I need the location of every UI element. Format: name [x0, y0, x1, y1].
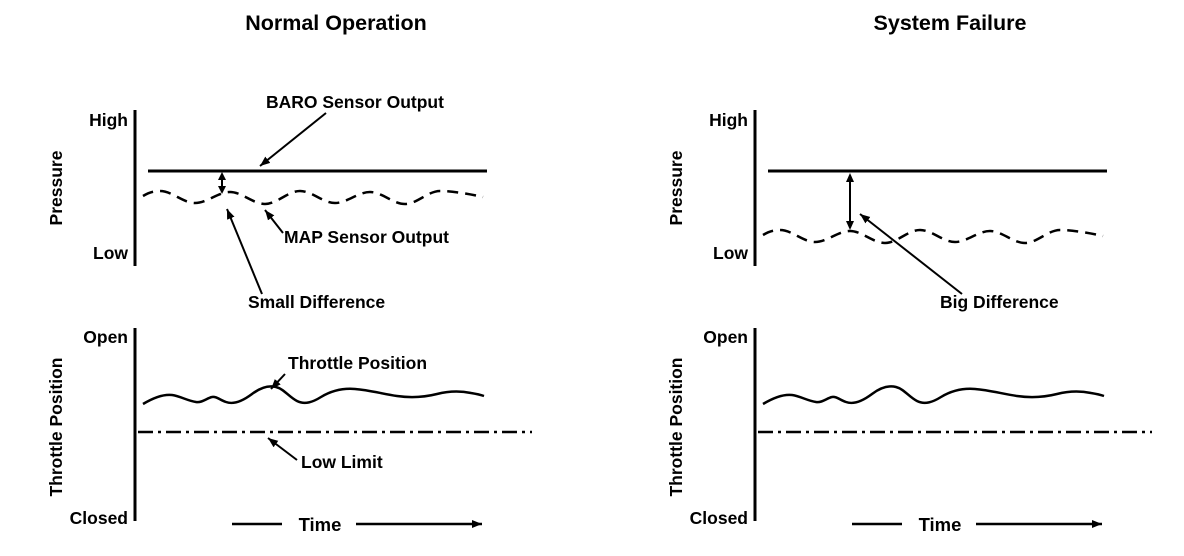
- pressure-low-label: Low: [713, 243, 748, 263]
- throttle-position-line: [761, 385, 1106, 406]
- throttle-axis-label: Throttle Position: [666, 357, 686, 496]
- throttle-callout-label: Throttle Position: [288, 353, 427, 373]
- small-difference-arrow: [218, 172, 226, 194]
- panel-title: System Failure: [874, 11, 1027, 35]
- time-label: Time: [919, 514, 962, 535]
- map-sensor-line: [142, 189, 484, 206]
- throttle-callout-arrow: [270, 373, 286, 390]
- throttle-closed-label: Closed: [70, 508, 128, 528]
- pressure-axis-label: Pressure: [666, 150, 686, 225]
- throttle-open-label: Open: [703, 327, 748, 347]
- pressure-axis-label: Pressure: [46, 150, 66, 225]
- time-label: Time: [299, 514, 342, 535]
- panel-system-failure: System Failure High Low Pressure Big Dif…: [666, 11, 1154, 535]
- baro-callout-arrow: [259, 112, 327, 167]
- pressure-low-label: Low: [93, 243, 128, 263]
- low-limit-callout-label: Low Limit: [301, 452, 383, 472]
- small-difference-callout-arrow: [226, 208, 263, 295]
- big-difference-arrow: [846, 173, 854, 230]
- throttle-axis-label: Throttle Position: [46, 357, 66, 496]
- throttle-open-label: Open: [83, 327, 128, 347]
- low-limit-callout-arrow: [267, 437, 298, 461]
- pressure-high-label: High: [89, 110, 128, 130]
- baro-callout-label: BARO Sensor Output: [266, 92, 444, 112]
- map-sensor-line: [761, 228, 1105, 245]
- throttle-position-line: [142, 385, 485, 406]
- big-difference-callout-arrow: [859, 213, 963, 295]
- big-difference-label: Big Difference: [940, 292, 1059, 312]
- panel-title: Normal Operation: [245, 11, 427, 35]
- map-callout-arrow: [264, 209, 284, 234]
- panel-normal-operation: Normal Operation High Low Pressure BARO …: [46, 11, 532, 535]
- pressure-high-label: High: [709, 110, 748, 130]
- map-callout-label: MAP Sensor Output: [284, 227, 449, 247]
- throttle-closed-label: Closed: [690, 508, 748, 528]
- small-difference-label: Small Difference: [248, 292, 385, 312]
